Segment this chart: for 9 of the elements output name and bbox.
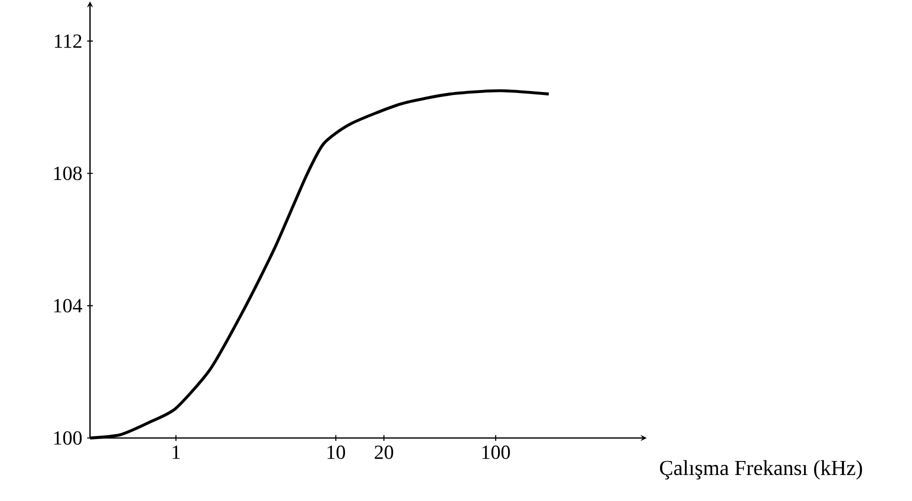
x-tick-label: 100 <box>482 446 510 460</box>
x-axis-title: Çalışma Frekansı (kHz) <box>660 460 862 480</box>
x-tick-label: 1 <box>172 446 180 459</box>
y-tick-label: 104 <box>54 298 82 312</box>
x-tick-label: 20 <box>374 446 394 460</box>
x-tick-label: 10 <box>328 446 346 460</box>
y-tick-label: 108 <box>54 166 82 180</box>
y-tick-label: 112 <box>54 34 82 48</box>
y-tick-label: 100 <box>54 431 82 445</box>
